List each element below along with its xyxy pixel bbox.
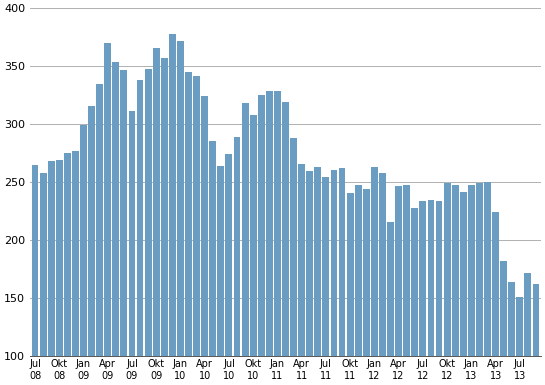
Bar bbox=[144, 69, 152, 385]
Bar bbox=[306, 171, 313, 385]
Bar bbox=[500, 261, 507, 385]
Bar bbox=[177, 41, 184, 385]
Bar bbox=[258, 95, 265, 385]
Bar bbox=[64, 153, 71, 385]
Bar bbox=[32, 165, 39, 385]
Bar bbox=[323, 176, 329, 385]
Bar bbox=[226, 154, 232, 385]
Bar bbox=[241, 103, 249, 385]
Bar bbox=[444, 184, 451, 385]
Bar bbox=[112, 62, 119, 385]
Bar bbox=[411, 208, 418, 385]
Bar bbox=[460, 192, 467, 385]
Bar bbox=[88, 106, 95, 385]
Bar bbox=[209, 141, 216, 385]
Bar bbox=[314, 167, 321, 385]
Bar bbox=[250, 115, 257, 385]
Bar bbox=[517, 297, 523, 385]
Bar bbox=[48, 161, 54, 385]
Bar bbox=[395, 186, 402, 385]
Bar bbox=[347, 193, 354, 385]
Bar bbox=[524, 273, 531, 385]
Bar bbox=[282, 102, 289, 385]
Bar bbox=[452, 185, 458, 385]
Bar bbox=[217, 166, 225, 385]
Bar bbox=[40, 173, 46, 385]
Bar bbox=[56, 160, 63, 385]
Bar bbox=[161, 58, 168, 385]
Bar bbox=[476, 184, 483, 385]
Bar bbox=[355, 185, 362, 385]
Bar bbox=[371, 167, 378, 385]
Bar bbox=[234, 137, 240, 385]
Bar bbox=[298, 164, 305, 385]
Bar bbox=[96, 84, 103, 385]
Bar bbox=[338, 168, 346, 385]
Bar bbox=[532, 285, 540, 385]
Bar bbox=[137, 80, 143, 385]
Bar bbox=[468, 185, 475, 385]
Bar bbox=[185, 72, 192, 385]
Bar bbox=[403, 185, 410, 385]
Bar bbox=[387, 222, 394, 385]
Bar bbox=[363, 189, 370, 385]
Bar bbox=[508, 282, 515, 385]
Bar bbox=[484, 182, 491, 385]
Bar bbox=[129, 112, 135, 385]
Bar bbox=[201, 96, 208, 385]
Bar bbox=[80, 126, 87, 385]
Bar bbox=[427, 200, 434, 385]
Bar bbox=[379, 173, 386, 385]
Bar bbox=[492, 213, 499, 385]
Bar bbox=[274, 90, 281, 385]
Bar bbox=[266, 90, 272, 385]
Bar bbox=[330, 169, 337, 385]
Bar bbox=[153, 48, 160, 385]
Bar bbox=[72, 151, 79, 385]
Bar bbox=[120, 70, 128, 385]
Bar bbox=[104, 43, 111, 385]
Bar bbox=[420, 201, 426, 385]
Bar bbox=[193, 75, 200, 385]
Bar bbox=[435, 201, 443, 385]
Bar bbox=[169, 34, 176, 385]
Bar bbox=[290, 138, 297, 385]
